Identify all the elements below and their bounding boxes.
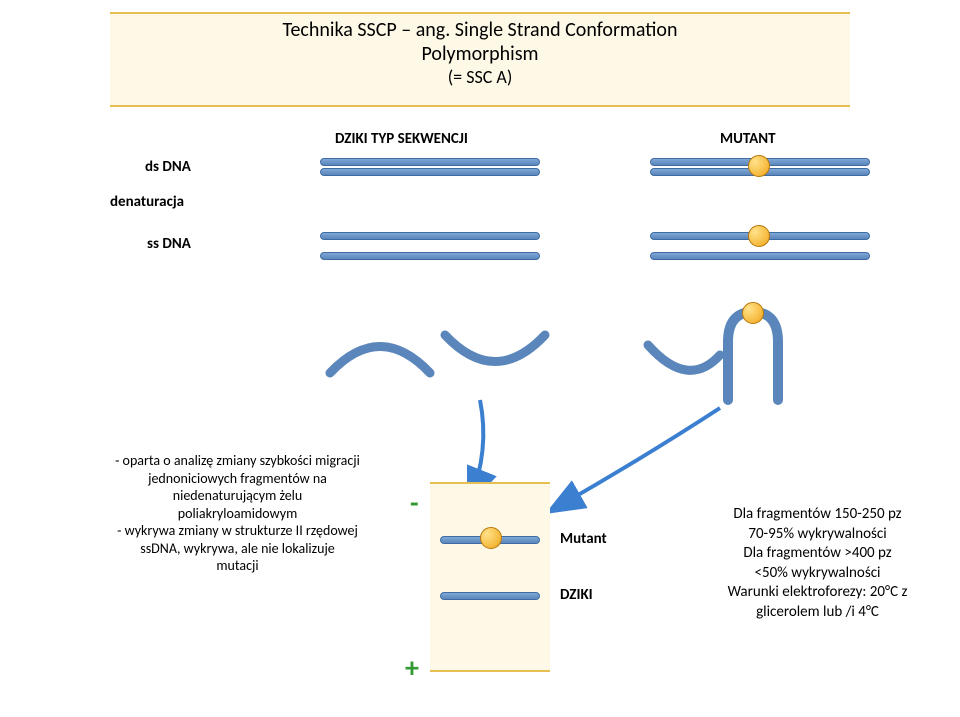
bl3: niedenaturującym żelu xyxy=(65,487,410,505)
bl4: poliakryloamidowym xyxy=(65,505,410,523)
gel-plus: + xyxy=(405,650,419,685)
results-text: Dla fragmentów 150-250 pz 70-95% wykrywa… xyxy=(680,505,955,622)
mutation-dot-gelband xyxy=(480,527,502,549)
mutation-dot-hairpin xyxy=(742,302,764,324)
r6: glicerolem lub /i 4°C xyxy=(680,603,955,623)
left-bullets: - oparta o analizę zmiany szybkości migr… xyxy=(65,452,410,575)
r3: Dla fragmentów >400 pz xyxy=(680,544,955,564)
gel-lane xyxy=(430,482,550,672)
bl6: ssDNA, wykrywa, ale nie lokalizuje xyxy=(65,540,410,558)
bl5: - wykrywa zmiany w strukturze II rzędowe… xyxy=(65,522,410,540)
r1: Dla fragmentów 150-250 pz xyxy=(680,505,955,525)
bl1: - oparta o analizę zmiany szybkości migr… xyxy=(65,452,410,470)
r2: 70-95% wykrywalności xyxy=(680,525,955,545)
gel-minus: - xyxy=(410,485,419,520)
bl2: jednoniciowych fragmentów na xyxy=(65,470,410,488)
r4: <50% wykrywalności xyxy=(680,564,955,584)
bl7: mutacji xyxy=(65,557,410,575)
gel-wild-label: DZIKI xyxy=(560,586,593,604)
r5: Warunki elektroforezy: 20°C z xyxy=(680,583,955,603)
gel-band-wild xyxy=(440,592,540,600)
gel-mutant-label: Mutant xyxy=(560,530,607,548)
